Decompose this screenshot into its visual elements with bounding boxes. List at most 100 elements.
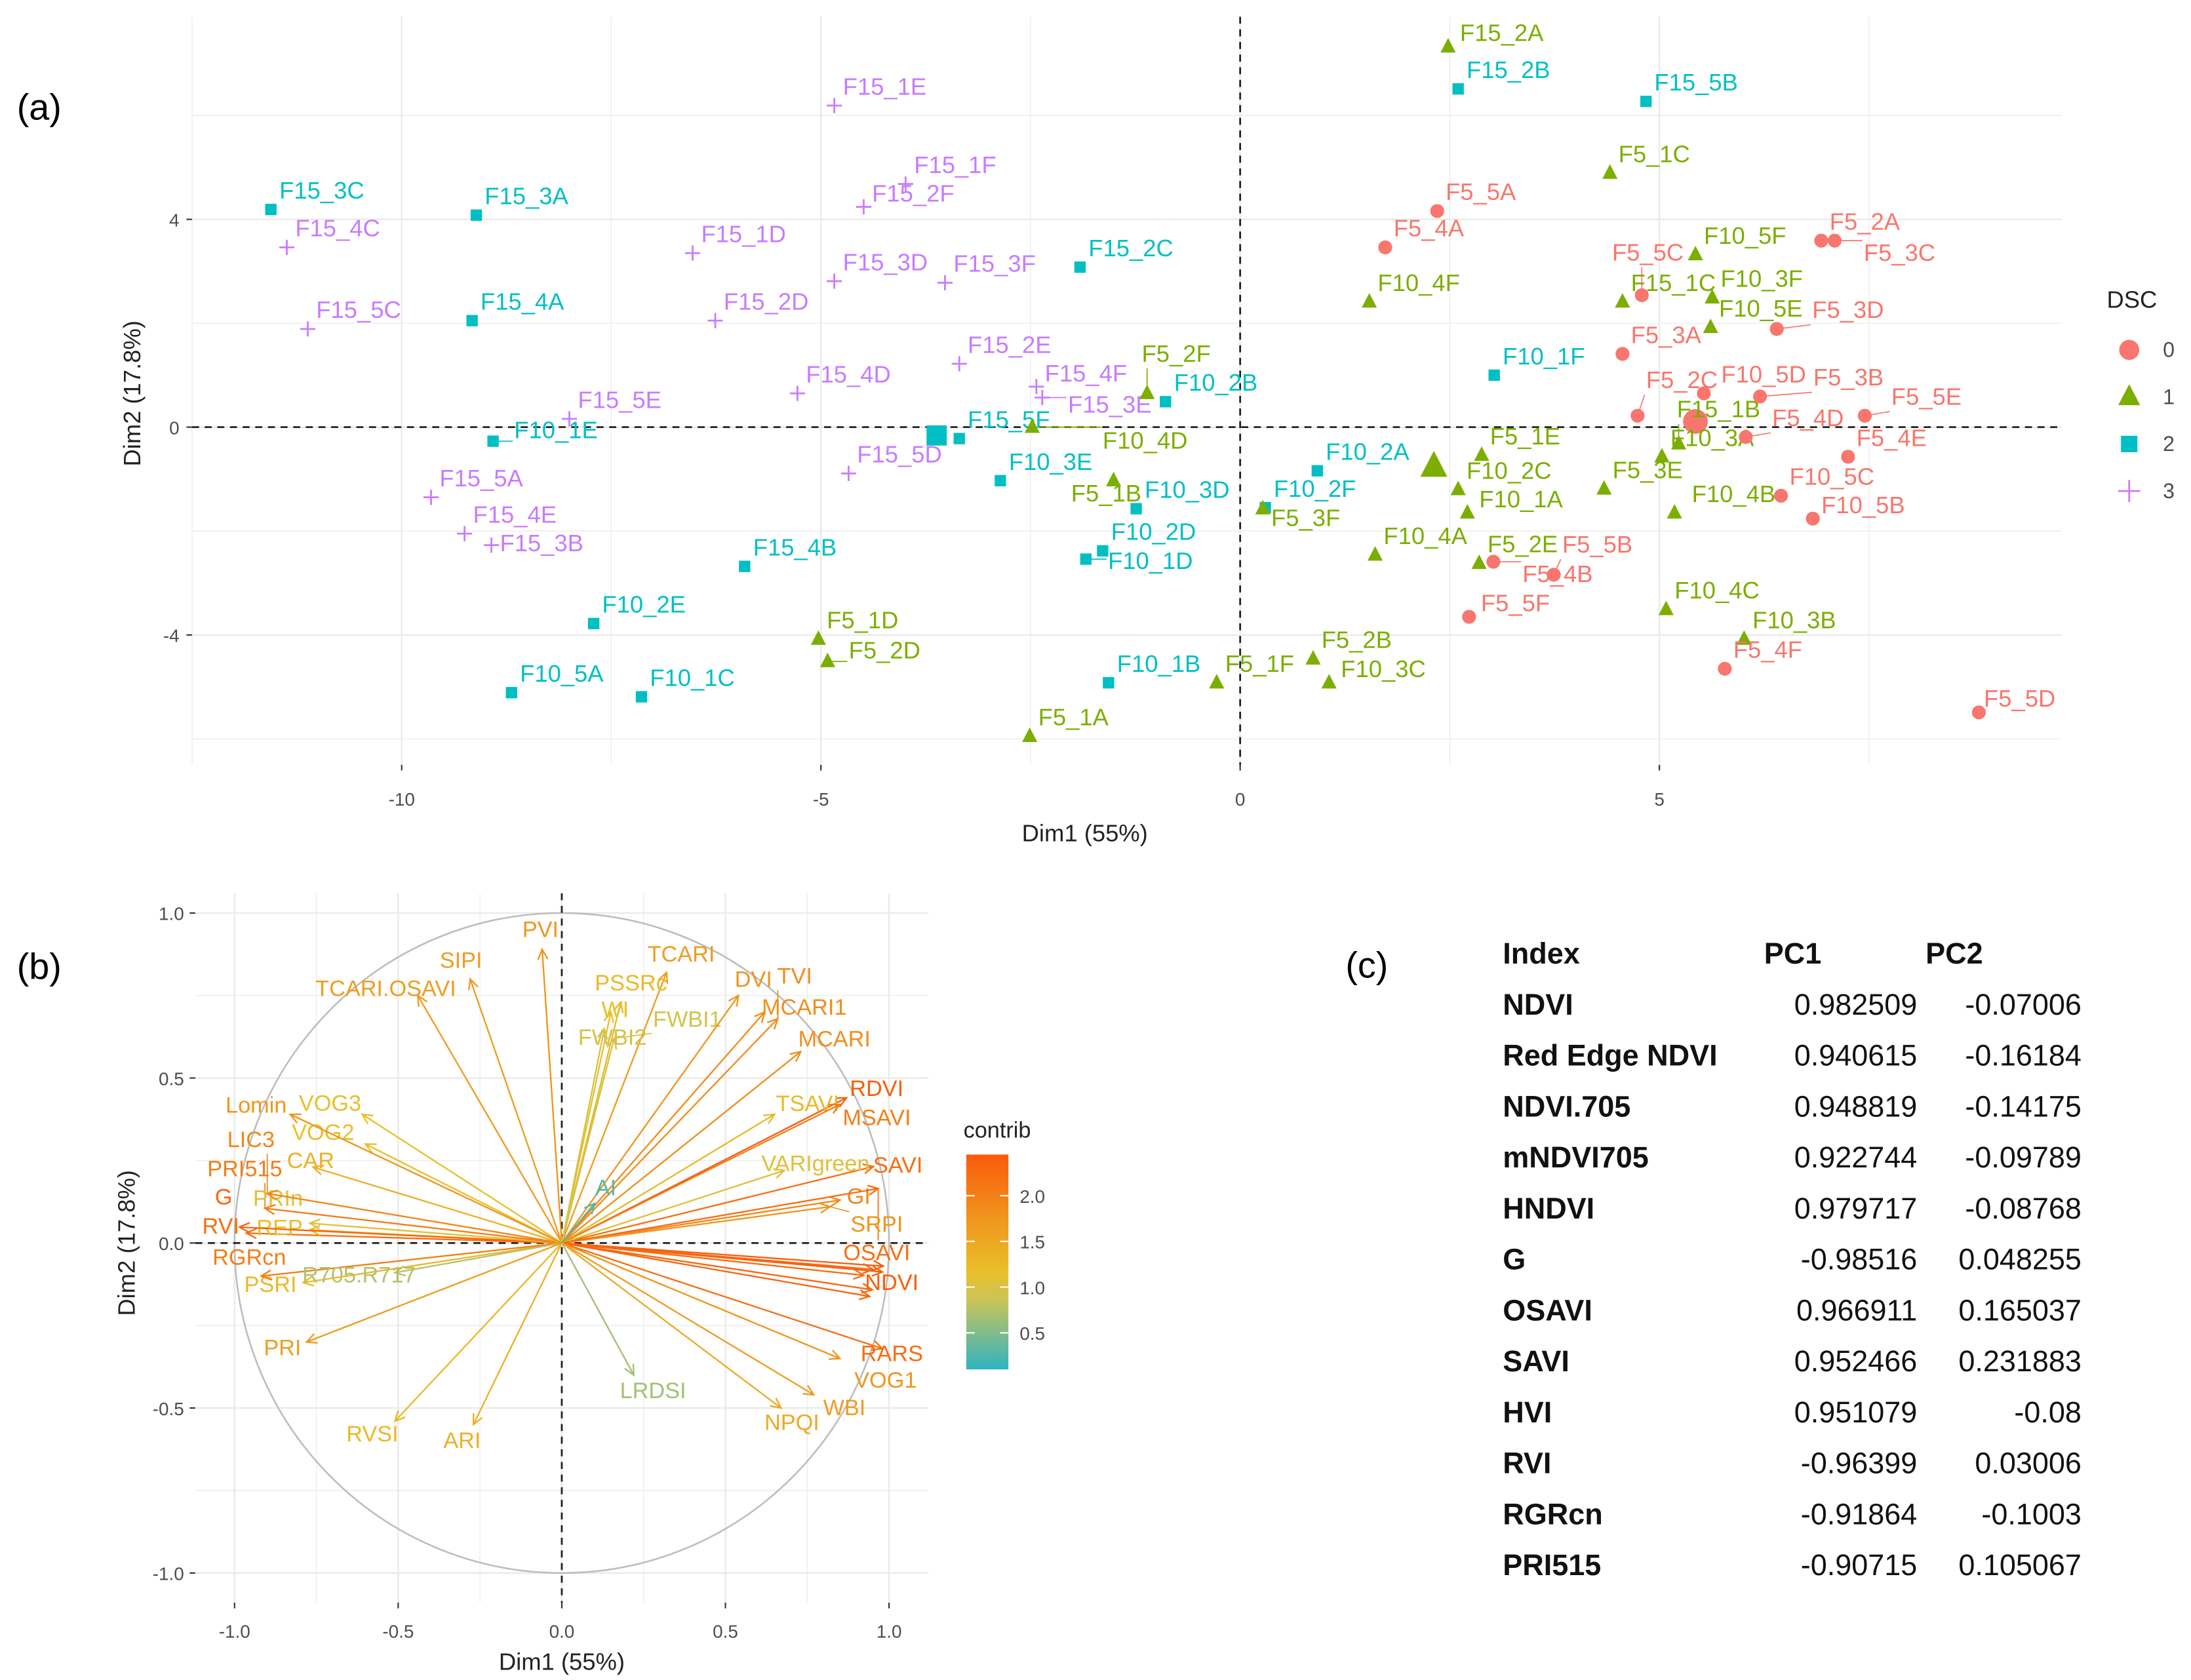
variable-arrow: [237, 1222, 562, 1244]
x-axis-label: Dim1 (55%): [499, 1649, 625, 1675]
point-label: F15_4D: [806, 361, 891, 388]
y-tick-label: -0.5: [153, 1399, 184, 1419]
data-point: [300, 321, 316, 337]
arrow-shaft: [561, 1242, 864, 1276]
point-label: F10_2F: [1274, 475, 1356, 502]
table-row: RGRcn -0.91864 -0.1003: [1503, 1497, 2082, 1531]
data-point: [1255, 499, 1271, 515]
point-label: F10_1B: [1117, 650, 1201, 677]
table-row: NDVI.705 0.948819 -0.14175: [1503, 1089, 2082, 1123]
index-name: G: [1503, 1243, 1526, 1276]
variable-label: MCARI1: [762, 995, 846, 1020]
data-point: [470, 209, 483, 221]
point-label: F5_5C: [1612, 239, 1684, 265]
point-label: F10_4A: [1383, 522, 1467, 549]
point-label: F10_5F: [1704, 222, 1786, 249]
arrow-shaft: [561, 1169, 785, 1244]
variable-arrow: [305, 1242, 563, 1344]
x-tick-label: -0.5: [382, 1622, 414, 1642]
data-point: [1705, 288, 1720, 303]
arrow-head: [867, 1184, 880, 1196]
arrow-head: [871, 1265, 884, 1277]
arrow-head: [364, 1143, 377, 1154]
point-label: F5_1C: [1619, 140, 1690, 167]
legend-title: DSC: [2106, 286, 2157, 313]
arrow-head: [835, 1097, 848, 1108]
data-point: [279, 239, 295, 255]
pc1-value: -0.91864: [1801, 1497, 1918, 1531]
arrow-shaft: [309, 1222, 563, 1244]
variable-arrow: [393, 1242, 563, 1277]
point-label: F10_5C: [1790, 463, 1875, 490]
point-label: F15_3F: [953, 250, 1035, 277]
arrow-head: [773, 1168, 786, 1179]
arrow-head: [862, 1262, 875, 1274]
data-point: [1658, 600, 1674, 615]
index-name: Red Edge NDVI: [1503, 1039, 1717, 1072]
data-point: [1971, 705, 1986, 720]
table-row: SAVI 0.952466 0.231883: [1503, 1344, 2082, 1378]
arrow-shaft: [541, 949, 563, 1243]
point-label: F5_1A: [1038, 704, 1109, 731]
variable-label: AI: [595, 1176, 616, 1201]
data-point: [1753, 389, 1767, 404]
arrow-head: [472, 1413, 483, 1426]
arrow-head: [305, 1333, 318, 1344]
variable-label: RVI: [202, 1214, 239, 1239]
point-label: F10_1E: [514, 417, 598, 444]
data-point: [1736, 630, 1752, 645]
variable-arrow: [561, 1163, 875, 1244]
data-point: [635, 691, 648, 703]
table-row: Red Edge NDVI 0.940615 -0.16184: [1503, 1039, 2082, 1072]
data-point: [1773, 488, 1788, 503]
arrow-head: [537, 947, 549, 960]
variable-arrow: [561, 1201, 596, 1244]
index-name: RVI: [1503, 1447, 1551, 1480]
variable-label: PRI: [264, 1336, 301, 1361]
data-point: [1462, 610, 1476, 624]
data-point: [1667, 503, 1682, 519]
variable-arrow: [364, 1143, 563, 1244]
data-point: [810, 630, 826, 645]
arrow-head: [416, 994, 428, 1007]
arrow-shaft: [239, 1226, 562, 1244]
arrow-shaft: [264, 1207, 563, 1244]
point-label: F15_2D: [724, 288, 809, 315]
point-label: F5_2E: [1488, 531, 1558, 558]
variable-label: LRDSI: [620, 1378, 686, 1403]
variable-label: TSAVI: [776, 1091, 839, 1116]
data-point: [1634, 288, 1649, 302]
y-tick-label: 0: [169, 418, 180, 438]
point-label: F15_1F: [914, 151, 996, 178]
arrow-shaft: [561, 1242, 873, 1291]
variable-arrow: [561, 1242, 816, 1396]
arrow-head: [597, 1026, 608, 1040]
data-point: [1074, 261, 1086, 273]
label-leader-line: [1760, 391, 1812, 397]
x-axis-label: Dim1 (55%): [1022, 820, 1148, 847]
arrow-head: [829, 1196, 842, 1207]
y-tick-label: 1.0: [159, 904, 184, 924]
variable-arrow: [561, 1017, 780, 1244]
point-label: F15_5C: [316, 296, 401, 323]
data-point: [937, 275, 953, 290]
arrow-shaft: [561, 1018, 779, 1244]
point-label: F15_1D: [701, 221, 786, 248]
data-point: [423, 490, 439, 505]
arrow-head: [829, 1103, 842, 1114]
variable-label: OSAVI: [843, 1240, 910, 1265]
point-label: F10_4C: [1674, 577, 1760, 604]
arrow-shaft: [561, 1188, 878, 1244]
arrow-shaft: [313, 1166, 563, 1244]
point-label: F5_5B: [1562, 531, 1632, 558]
y-tick-label: 4: [169, 210, 180, 230]
data-point: [1368, 546, 1383, 561]
pc2-value: -0.09789: [1965, 1141, 2082, 1174]
data-point: [827, 98, 842, 113]
label-leader-lines: [264, 990, 879, 1241]
point-label: F10_3C: [1341, 655, 1426, 682]
pc2-value: -0.1003: [1981, 1497, 2082, 1531]
table-row: HVI 0.951079 -0.08: [1503, 1396, 2082, 1429]
individuals-plot: -10 -5 0 5 -4 0 4 Dim1 (55%) Dim2 (17.8%) F15_1E F…: [119, 16, 2175, 847]
variable-arrow: [245, 1228, 562, 1244]
